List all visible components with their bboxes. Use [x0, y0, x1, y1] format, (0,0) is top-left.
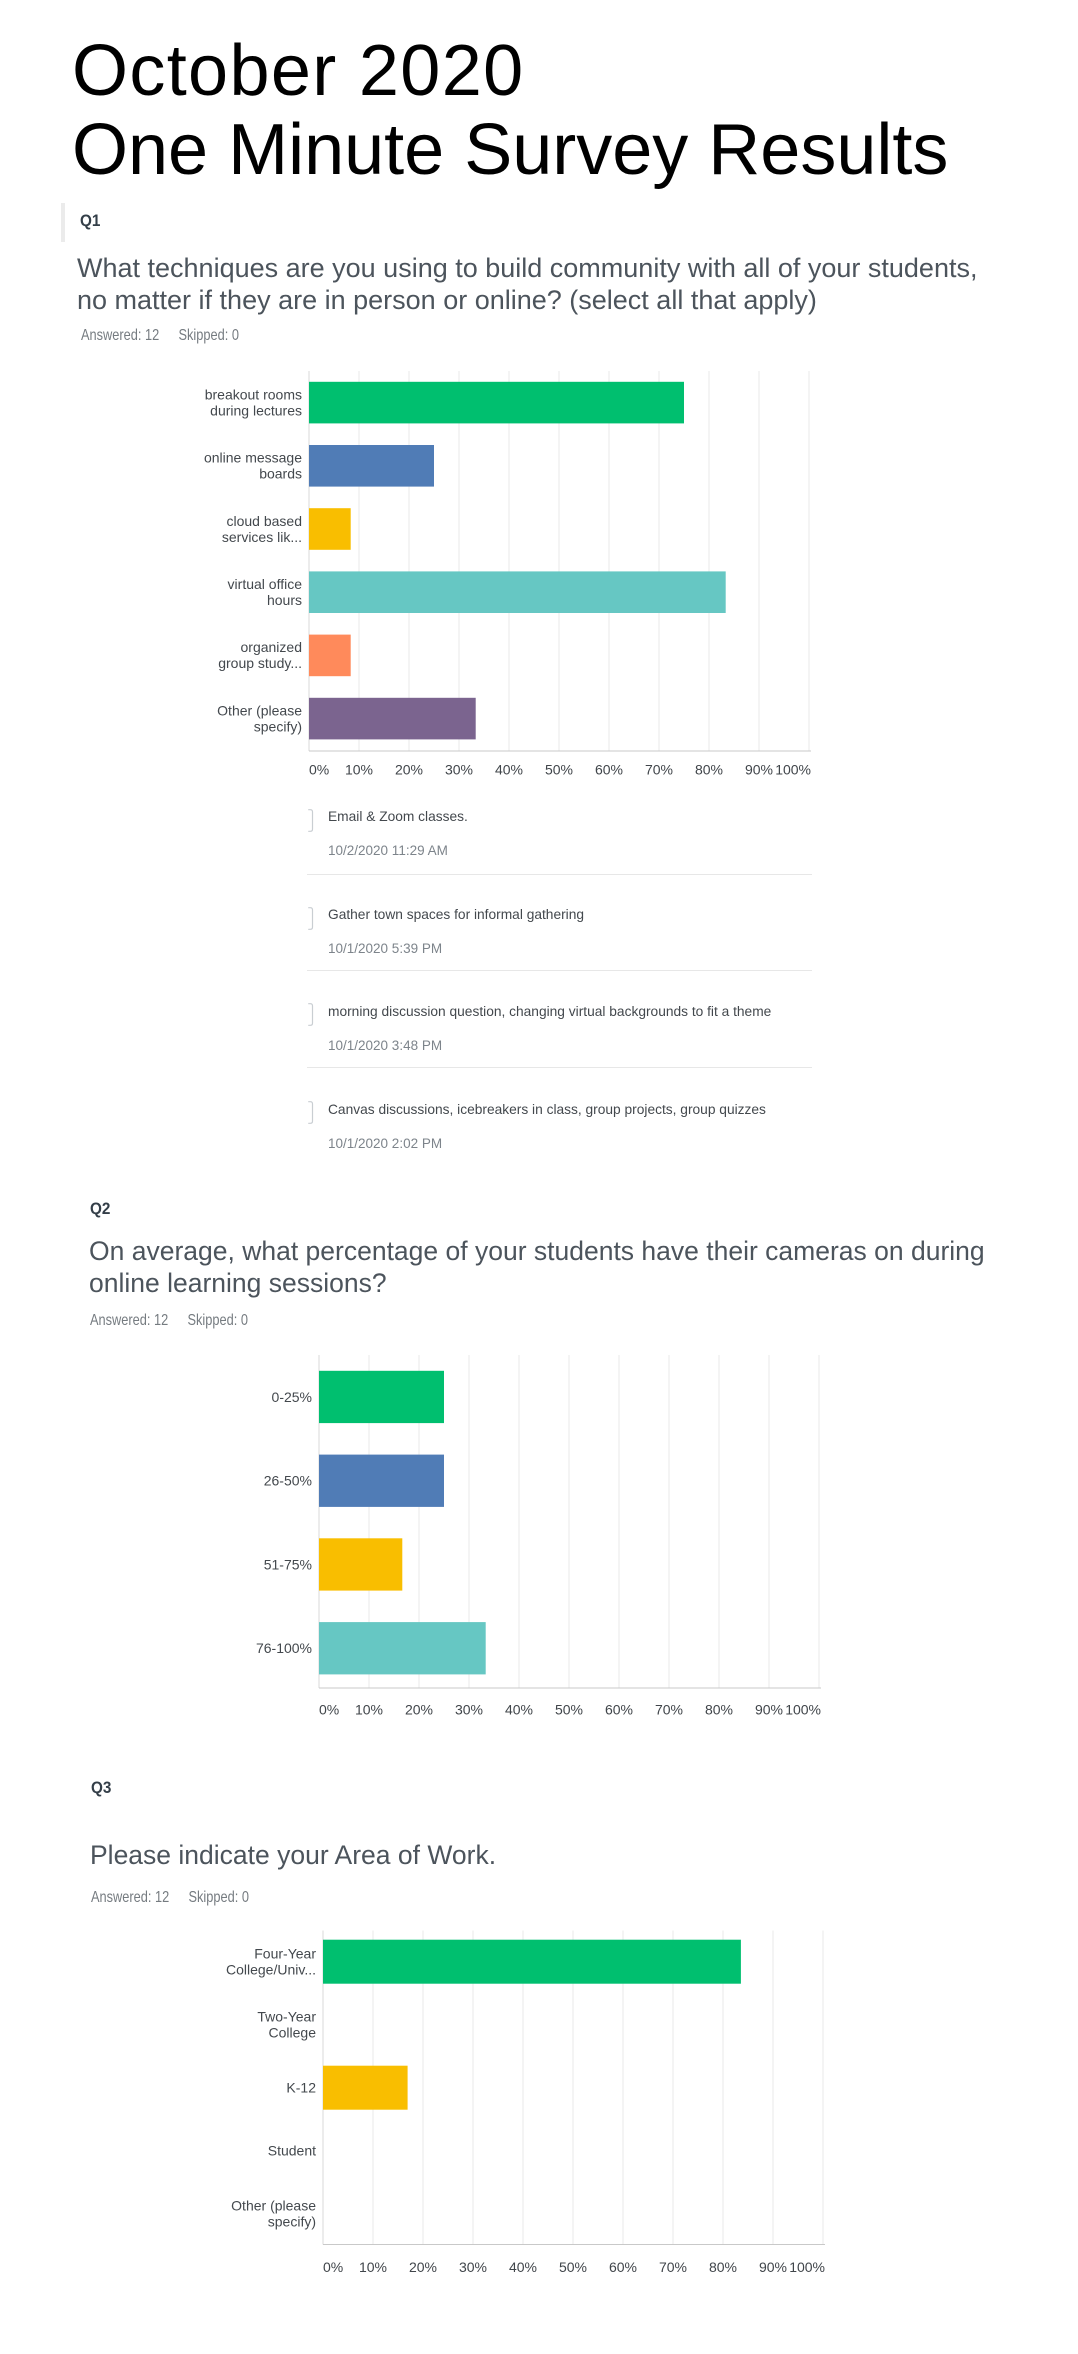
svg-text:50%: 50%: [555, 1702, 583, 1718]
svg-text:60%: 60%: [595, 762, 623, 778]
svg-text:specify): specify): [254, 718, 302, 734]
svg-text:80%: 80%: [709, 2259, 737, 2275]
svg-text:hours: hours: [267, 592, 302, 608]
svg-text:90%: 90%: [755, 1702, 783, 1718]
svg-text:30%: 30%: [445, 762, 473, 778]
svg-text:60%: 60%: [609, 2259, 637, 2275]
svg-text:specify): specify): [268, 2213, 316, 2229]
svg-text:Student: Student: [268, 2143, 316, 2159]
svg-text:10%: 10%: [359, 2259, 387, 2275]
svg-text:40%: 40%: [509, 2259, 537, 2275]
svg-text:Other (please: Other (please: [217, 702, 302, 718]
svg-text:20%: 20%: [409, 2259, 437, 2275]
svg-text:40%: 40%: [505, 1702, 533, 1718]
svg-text:virtual office: virtual office: [228, 576, 303, 592]
svg-text:30%: 30%: [455, 1702, 483, 1718]
svg-text:50%: 50%: [545, 762, 573, 778]
svg-text:20%: 20%: [405, 1702, 433, 1718]
svg-text:80%: 80%: [705, 1702, 733, 1718]
svg-text:breakout rooms: breakout rooms: [205, 386, 302, 402]
svg-text:0%: 0%: [309, 762, 329, 778]
svg-text:50%: 50%: [559, 2259, 587, 2275]
svg-text:100%: 100%: [785, 1702, 821, 1718]
svg-text:70%: 70%: [655, 1702, 683, 1718]
svg-text:76-100%: 76-100%: [256, 1640, 312, 1656]
svg-text:90%: 90%: [745, 762, 773, 778]
svg-text:Two-Year: Two-Year: [257, 2009, 316, 2025]
svg-text:0%: 0%: [323, 2259, 343, 2275]
svg-text:Four-Year: Four-Year: [254, 1946, 316, 1962]
svg-text:80%: 80%: [695, 762, 723, 778]
svg-text:60%: 60%: [605, 1702, 633, 1718]
svg-text:group study...: group study...: [218, 655, 302, 671]
svg-text:100%: 100%: [775, 762, 811, 778]
svg-text:70%: 70%: [645, 762, 673, 778]
svg-text:0-25%: 0-25%: [272, 1389, 312, 1405]
svg-text:40%: 40%: [495, 762, 523, 778]
svg-text:College/Univ...: College/Univ...: [226, 1962, 316, 1978]
svg-text:during lectures: during lectures: [210, 402, 302, 418]
svg-text:70%: 70%: [659, 2259, 687, 2275]
svg-text:20%: 20%: [395, 762, 423, 778]
svg-text:online message: online message: [204, 450, 302, 466]
svg-text:Other (please: Other (please: [231, 2197, 316, 2213]
svg-text:cloud based: cloud based: [226, 513, 302, 529]
svg-text:organized: organized: [241, 639, 303, 655]
svg-text:10%: 10%: [345, 762, 373, 778]
svg-text:boards: boards: [259, 466, 302, 482]
svg-text:10%: 10%: [355, 1702, 383, 1718]
svg-text:51-75%: 51-75%: [264, 1556, 312, 1572]
svg-text:College: College: [269, 2025, 317, 2041]
svg-text:100%: 100%: [789, 2259, 825, 2275]
svg-text:K-12: K-12: [286, 2080, 316, 2096]
svg-text:90%: 90%: [759, 2259, 787, 2275]
svg-text:0%: 0%: [319, 1702, 339, 1718]
svg-text:26-50%: 26-50%: [264, 1473, 312, 1489]
svg-text:services lik...: services lik...: [222, 529, 302, 545]
svg-text:30%: 30%: [459, 2259, 487, 2275]
